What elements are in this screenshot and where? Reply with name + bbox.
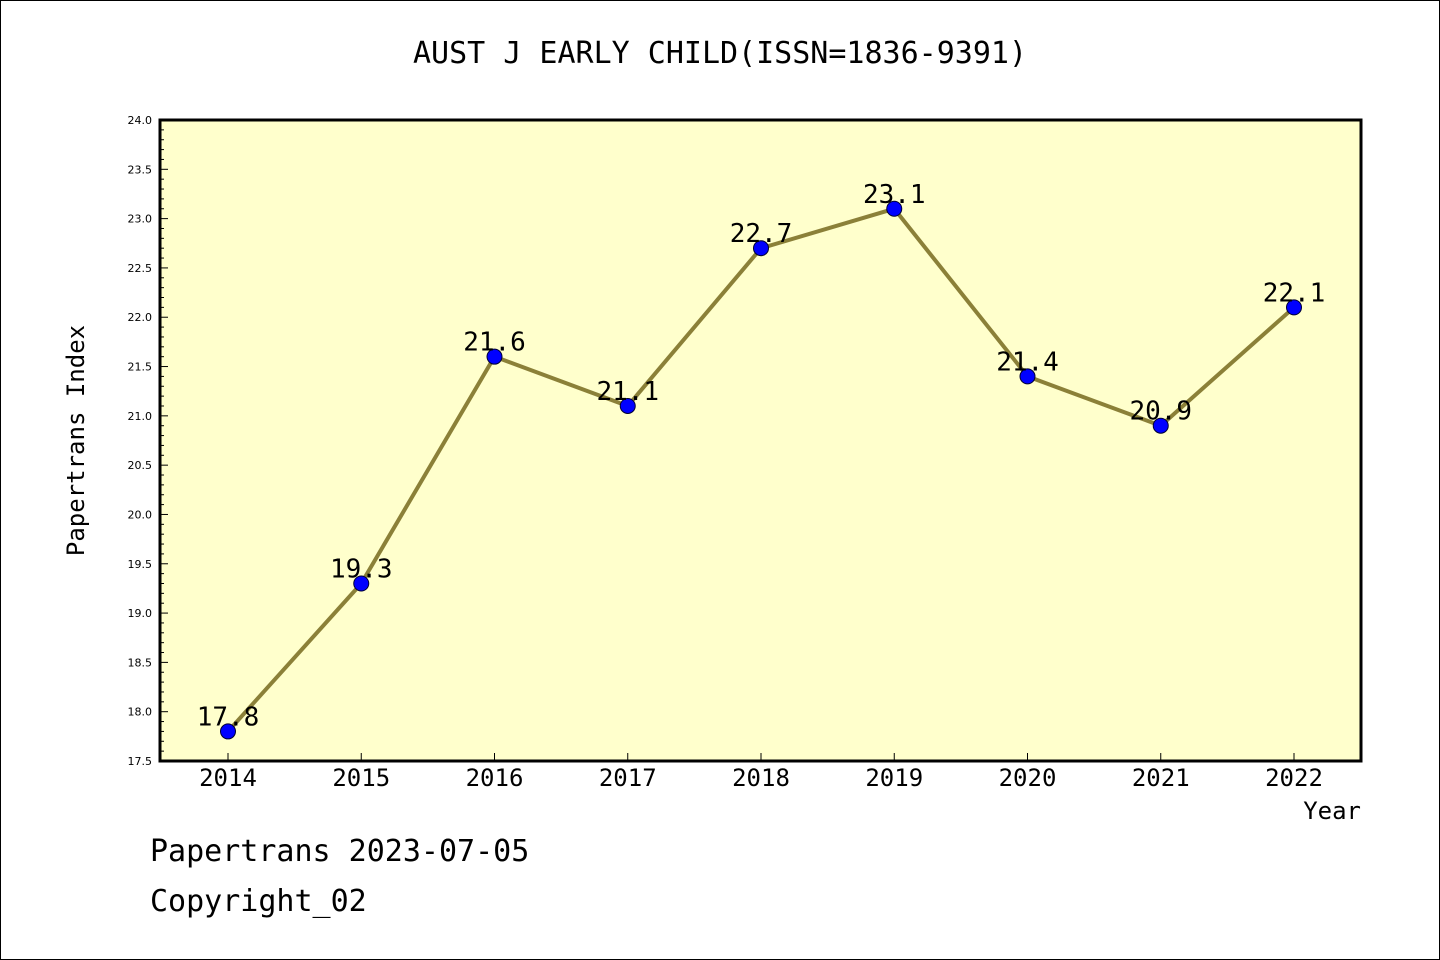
- y-tick-label: 19.0: [128, 607, 153, 620]
- x-tick-label: 2017: [599, 764, 657, 792]
- footer-copyright: Copyright_02: [150, 884, 367, 919]
- x-tick-label: 2014: [199, 764, 257, 792]
- data-label: 22.7: [730, 219, 793, 249]
- data-point: [619, 397, 636, 414]
- data-point: [220, 723, 236, 740]
- y-tick-label: 17.5: [128, 755, 153, 768]
- y-axis-title: Papertrans Index: [62, 325, 90, 556]
- y-tick-label: 21.0: [128, 410, 153, 423]
- x-tick-label: 2016: [466, 764, 524, 792]
- data-point: [486, 348, 503, 365]
- x-tick-label: 2021: [1132, 764, 1190, 792]
- x-tick-label: 2020: [999, 764, 1057, 792]
- data-label: 17.8: [197, 702, 260, 732]
- y-tick-label: 22.0: [128, 311, 153, 324]
- x-tick-label: 2018: [732, 764, 790, 792]
- y-tick-label: 22.5: [128, 262, 153, 275]
- y-tick-label: 18.5: [128, 656, 153, 669]
- y-tick-label: 20.0: [128, 508, 153, 521]
- data-label: 19.3: [330, 554, 393, 584]
- data-point: [753, 240, 769, 257]
- plot-area: [160, 120, 1361, 761]
- y-tick-label: 23.5: [128, 163, 153, 176]
- data-label: 21.6: [463, 328, 526, 358]
- x-tick-label: 2015: [332, 764, 390, 792]
- footer-date: Papertrans 2023-07-05: [150, 834, 530, 869]
- y-tick-label: 21.5: [128, 361, 153, 374]
- data-point: [886, 200, 903, 217]
- data-label: 20.9: [1129, 397, 1192, 427]
- x-tick-label: 2022: [1265, 764, 1323, 792]
- data-label: 21.1: [596, 377, 659, 407]
- y-tick-label: 20.5: [128, 459, 153, 472]
- y-tick-label: 19.5: [128, 558, 153, 571]
- y-tick-label: 24.0: [128, 114, 153, 127]
- data-point: [353, 575, 370, 592]
- data-point: [1286, 299, 1302, 316]
- data-point: [1152, 417, 1169, 434]
- data-label: 22.1: [1263, 278, 1326, 308]
- y-tick-label: 18.0: [128, 706, 153, 719]
- x-tick-label: 2019: [865, 764, 923, 792]
- chart-title: AUST J EARLY CHILD(ISSN=1836-9391): [412, 36, 1028, 71]
- data-point: [1019, 368, 1036, 385]
- y-tick-label: 23.0: [128, 213, 153, 226]
- data-label: 23.1: [863, 180, 926, 210]
- plot-border: [158, 118, 1363, 763]
- x-axis-title: Year: [1303, 797, 1361, 825]
- data-label: 21.4: [996, 347, 1059, 377]
